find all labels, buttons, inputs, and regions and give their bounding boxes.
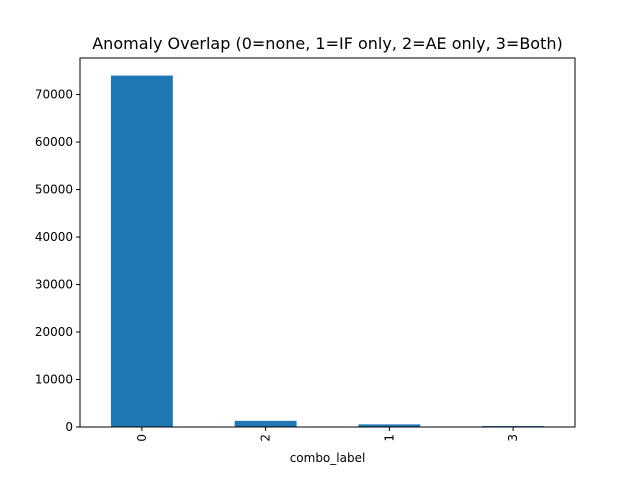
x-tick-label-1: 1 bbox=[382, 434, 396, 442]
y-tick-label-10000: 10000 bbox=[35, 373, 73, 387]
y-tick-label-70000: 70000 bbox=[35, 88, 73, 102]
plot-frame bbox=[79, 57, 576, 428]
x-axis: 0 2 1 3 bbox=[135, 427, 520, 442]
bars-layer bbox=[110, 75, 545, 427]
x-tick-label-2: 2 bbox=[259, 434, 273, 442]
y-tick-label-20000: 20000 bbox=[35, 325, 73, 339]
y-tick-label-0: 0 bbox=[65, 420, 73, 434]
x-tick-label-0: 0 bbox=[135, 434, 149, 442]
bar-1 bbox=[358, 424, 421, 427]
bar-0 bbox=[110, 75, 173, 427]
x-axis-label: combo_label bbox=[290, 451, 366, 465]
y-tick-label-40000: 40000 bbox=[35, 230, 73, 244]
bar-2 bbox=[234, 420, 297, 427]
x-tick-label-3: 3 bbox=[506, 434, 520, 442]
chart-title: Anomaly Overlap (0=none, 1=IF only, 2=AE… bbox=[92, 34, 563, 53]
y-tick-label-60000: 60000 bbox=[35, 135, 73, 149]
y-axis: 0 10000 20000 30000 40000 50000 60000 70000 bbox=[35, 88, 80, 434]
y-tick-label-30000: 30000 bbox=[35, 278, 73, 292]
y-tick-label-50000: 50000 bbox=[35, 183, 73, 197]
